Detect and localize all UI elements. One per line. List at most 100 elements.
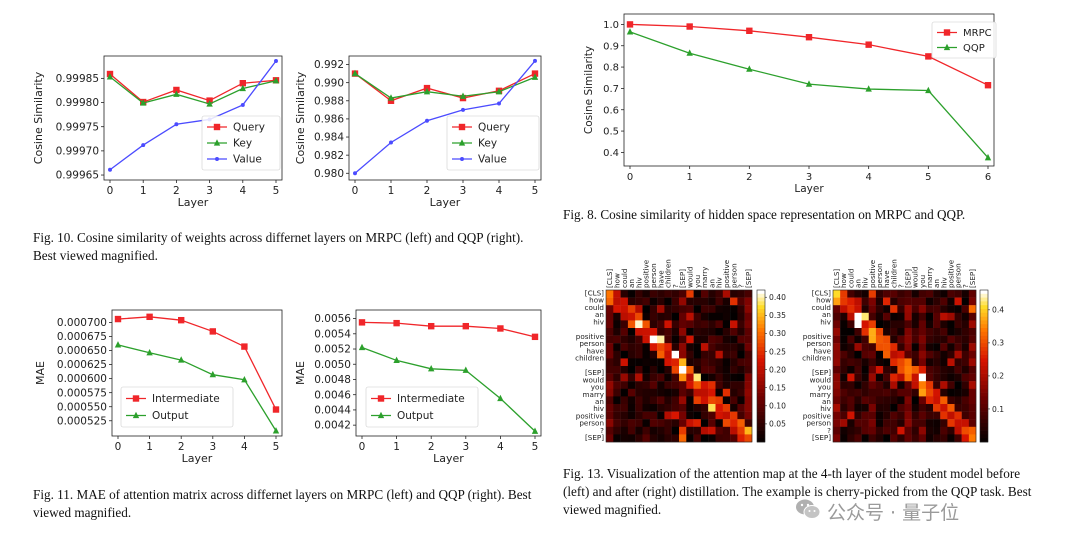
fig13-left-cell [606, 381, 614, 389]
fig13-left-cell [730, 366, 738, 374]
fig13-right-cell [918, 350, 927, 359]
fig13-right-cell [883, 396, 891, 405]
fig11-left-output-point [241, 375, 248, 383]
fig13-left-col-label: have [656, 270, 665, 288]
fig13-right-cell [954, 358, 962, 367]
fig8-xtick-label: 0 [627, 172, 633, 183]
fig13-left-cell [737, 312, 745, 321]
fig13-left-cell [744, 343, 753, 351]
fig13-right-cell [911, 411, 919, 420]
fig13-right-cell [861, 434, 869, 443]
fig13-right-colorbar-band [980, 305, 988, 310]
fig13-right-cell [847, 373, 855, 382]
fig13-right-colorbar-band [980, 350, 988, 355]
fig13-left-cell [708, 297, 716, 306]
fig13-right-cell [897, 426, 905, 435]
fig13-right-cell [854, 320, 862, 329]
fig13-right-colorbar-band [980, 381, 988, 386]
fig13-right-cell [933, 366, 941, 374]
fig13-left-cell [686, 419, 694, 427]
fig13-right-cell [847, 404, 855, 412]
fig13-left-cell [664, 373, 672, 382]
fig13-right-colorbar-band [980, 438, 988, 443]
fig13-left-cell [708, 335, 716, 344]
fig13-left-col-label: hiv [715, 276, 724, 288]
fig10-right-ytick-label: 0.992 [314, 59, 344, 71]
fig13-right-cell [854, 388, 862, 397]
fig13-right-cell [947, 366, 955, 374]
fig13-right-colorbar-band [980, 426, 988, 431]
fig13-right-cell [890, 358, 898, 367]
fig13-right-row-label: person [806, 339, 831, 348]
fig13-left-cell [657, 358, 665, 367]
fig13-right-cell [868, 388, 877, 397]
fig13-left-cell [700, 350, 709, 359]
fig13-right-cell [847, 411, 855, 420]
fig10-right-ytick-label: 0.980 [314, 168, 344, 180]
fig8-qqp-point [626, 28, 634, 35]
fig13-right-cell [911, 419, 919, 427]
fig13-left-cell [693, 434, 702, 443]
fig13-left-cell [642, 404, 650, 412]
fig13-left-cell [635, 404, 643, 412]
fig13-left-cell [715, 305, 723, 313]
fig13-right-cell [868, 358, 877, 367]
fig11-left-intermediate-point [209, 328, 216, 335]
fig13-left-cell [730, 434, 738, 443]
fig13-right-cell [904, 388, 912, 397]
fig13-right-cell [847, 388, 855, 397]
fig11-left-output-point [178, 356, 185, 363]
fig13-left-cell [613, 312, 621, 321]
fig13-left-cell [686, 320, 694, 329]
fig13-right-cell [890, 434, 898, 443]
fig13-right-colorbar-band [980, 343, 988, 348]
fig13-left-cell [730, 350, 738, 359]
fig13-left-cell [737, 388, 745, 397]
fig13-right-cell [961, 373, 970, 382]
fig13-right-cell [925, 404, 934, 412]
fig10-left-ytick-label: 0.99975 [56, 121, 99, 133]
fig13-left-cell [627, 312, 636, 321]
fig13-left-cell [722, 366, 731, 374]
fig11-right-output-point [393, 356, 400, 364]
fig13-right-col-label: person [954, 263, 963, 288]
fig11-left-legend-box [120, 386, 234, 428]
fig13-right-cell [940, 426, 948, 435]
fig13-right-colorbar-band [980, 388, 988, 393]
fig13-right-col-label: would [911, 267, 920, 288]
fig13-right-cell [954, 366, 962, 374]
fig13-right-cell [933, 426, 941, 435]
fig13-right-cell [918, 305, 927, 313]
fig13-right-cell [911, 426, 919, 435]
fig13-right-cell [883, 373, 891, 382]
fig13-left-cell [722, 426, 731, 435]
fig13-left-cell [693, 419, 702, 427]
fig13-right-row-label: would [810, 375, 831, 384]
fig13-left-cell [737, 305, 745, 313]
fig13-left-cell [671, 335, 680, 344]
fig13-right-cell [968, 297, 977, 306]
fig13-left-cell [708, 434, 716, 443]
fig13-right-cell [918, 312, 927, 321]
fig13-right-colorbar-band [980, 430, 988, 435]
fig11-right-xtick-label: 4 [497, 441, 504, 453]
fig13-left-cell [693, 366, 702, 374]
fig13-right-cell [911, 312, 919, 321]
fig13-left-cell [649, 343, 658, 351]
fig13-left-cell [715, 290, 723, 298]
fig11-left-legend-marker [132, 411, 140, 419]
fig13-right-cell [897, 381, 905, 389]
fig13-right-cell [875, 358, 884, 367]
fig13-left-cell [700, 426, 709, 435]
fig13-right-cell [861, 388, 869, 397]
fig11-right-output-point [497, 394, 504, 402]
fig13-right-cell [840, 320, 848, 329]
fig13-right-cell [911, 381, 919, 389]
fig13-left-colorbar-band [757, 373, 765, 378]
fig13-right-cell [861, 396, 869, 405]
fig13-right-cell [833, 358, 841, 367]
fig13-left-cell [635, 434, 643, 443]
fig13-left-cell [657, 426, 665, 435]
fig13-left-cell [671, 388, 680, 397]
